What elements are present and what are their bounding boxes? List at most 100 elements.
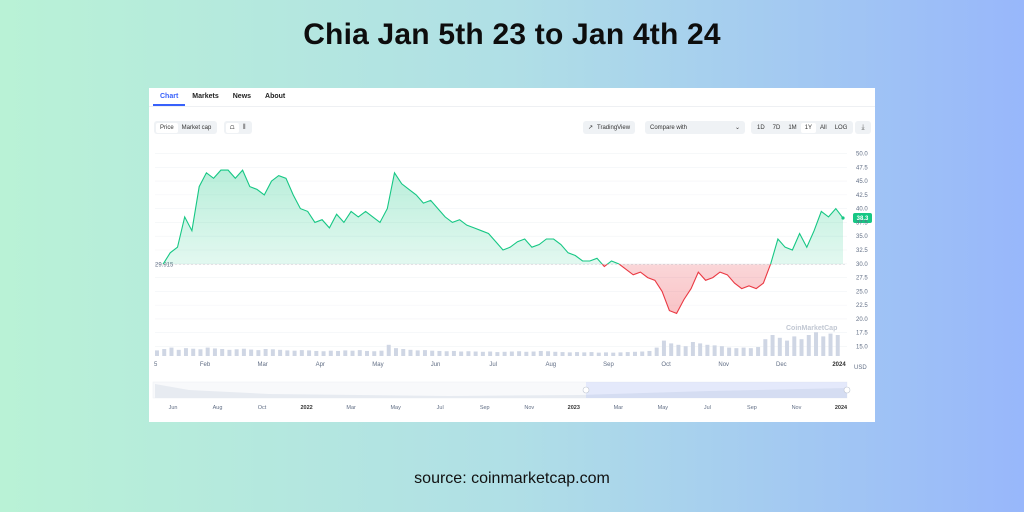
chevron-down-icon: ⌄ <box>734 125 740 131</box>
volume-bar <box>690 342 695 356</box>
x-tick-label: Dec <box>776 362 787 368</box>
volume-bar <box>473 351 478 356</box>
volume-bar <box>422 350 427 356</box>
range-navigator[interactable]: Jun Aug Oct 2022 Mar May Jul Sep Nov 2023 Mar May Ju… <box>152 381 851 411</box>
x-tick-label: Sep <box>603 362 614 368</box>
navigator-tick-label: Mar <box>346 405 356 411</box>
range-all[interactable]: All <box>820 124 827 131</box>
compare-select[interactable]: Compare with ⌄ <box>645 121 745 134</box>
volume-bar <box>821 336 826 356</box>
navigator-selection <box>586 382 847 398</box>
navigator-handle-left <box>582 386 590 394</box>
volume-bar <box>176 349 181 356</box>
volume-bar <box>553 351 558 356</box>
volume-bar <box>611 352 616 356</box>
volume-bar <box>502 351 507 356</box>
volume-bar <box>401 349 406 356</box>
range-1y[interactable]: 1Y <box>800 122 817 133</box>
volume-bar <box>451 350 456 356</box>
volume-bar <box>278 349 283 356</box>
x-tick-label: Aug <box>545 362 556 368</box>
tab-news[interactable]: News <box>232 93 252 100</box>
volume-bar <box>198 349 203 356</box>
tab-divider <box>149 106 875 107</box>
download-icon[interactable]: ⤓ <box>855 121 871 134</box>
volume-bar <box>256 350 261 356</box>
price-button[interactable]: Price <box>156 122 178 133</box>
volume-bar <box>654 347 659 356</box>
page-title: Chia Jan 5th 23 to Jan 4th 24 <box>303 18 721 51</box>
range-7d[interactable]: 7D <box>772 124 781 131</box>
x-tick-label: Nov <box>718 362 729 368</box>
volume-bar <box>531 351 536 356</box>
price-area <box>163 170 843 314</box>
volume-bar <box>669 343 674 356</box>
y-tick-label: 32.5 <box>856 248 868 254</box>
tradingview-button[interactable]: ↗ TradingView <box>583 121 636 134</box>
candlestick-icon[interactable]: ⫴ <box>242 123 246 131</box>
volume-bar <box>683 346 688 356</box>
y-tick-label: 42.5 <box>856 193 868 199</box>
y-tick-label: 22.5 <box>856 303 868 309</box>
volume-bar <box>162 349 167 356</box>
volume-bar <box>365 350 370 356</box>
price-marketcap-toggle: Price Market cap <box>154 121 218 134</box>
volume-bar <box>270 349 275 356</box>
volume-bar <box>249 349 254 356</box>
volume-bar <box>263 349 268 356</box>
y-tick-label: 17.5 <box>856 331 868 337</box>
tab-chart[interactable]: Chart <box>153 88 186 106</box>
navigator-tick-label: Jul <box>437 405 444 411</box>
volume-bar <box>205 347 210 356</box>
volume-bar <box>314 350 319 356</box>
price-line-up <box>162 169 844 265</box>
x-tick-label: Jun <box>431 362 441 368</box>
y-tick-label: 37.5 <box>856 220 868 226</box>
volume-bar <box>307 350 312 356</box>
market-cap-button[interactable]: Market cap <box>181 124 212 131</box>
range-1m[interactable]: 1M <box>788 124 797 131</box>
y-axis-ticks: 15.0 17.5 20.0 22.5 25.0 27.5 30.0 32.5 35.0 37.5… <box>856 152 868 351</box>
navigator-tick-label: Sep <box>747 405 757 411</box>
y-tick-label: 50.0 <box>856 152 868 158</box>
range-selector: 1D 7D 1M 1Y All LOG <box>751 121 854 134</box>
last-price-dot <box>841 216 845 220</box>
y-tick-label: 47.5 <box>856 165 868 171</box>
x-axis-ticks: 5 Feb Mar Apr May Jun Jul Aug Sep Oct Nov Dec 2024 <box>154 362 846 368</box>
volume-bar <box>517 351 522 356</box>
volume-bar <box>756 347 761 356</box>
volume-bar <box>719 346 724 356</box>
volume-bar <box>227 349 232 356</box>
volume-bar <box>183 348 188 356</box>
volume-bar <box>763 339 768 356</box>
volume-bar <box>618 352 623 356</box>
volume-bar <box>336 350 341 356</box>
volume-bar <box>495 352 500 356</box>
price-line: 38.3 <box>162 169 872 315</box>
volume-bar <box>777 337 782 356</box>
x-tick-label: Apr <box>316 362 325 368</box>
y-tick-label: 25.0 <box>856 289 868 295</box>
tab-markets[interactable]: Markets <box>192 93 219 100</box>
tab-about[interactable]: About <box>265 93 286 100</box>
navigator-handle-right <box>843 386 851 394</box>
navigator-tick-label: Jun <box>169 405 178 411</box>
navigator-tick-label: Sep <box>480 405 490 411</box>
volume-bar <box>792 336 797 356</box>
volume-bar <box>835 335 840 356</box>
volume-bar <box>705 344 710 356</box>
volume-bar <box>234 349 239 356</box>
volume-bar <box>155 350 159 356</box>
range-1d[interactable]: 1D <box>757 124 765 131</box>
area-below-baseline <box>163 264 843 314</box>
navigator-tick-label: Nov <box>792 405 802 411</box>
volume-bar <box>220 349 225 356</box>
range-log[interactable]: LOG <box>834 124 848 131</box>
volume-bars <box>155 332 840 356</box>
tradingview-icon: ↗ <box>588 125 594 131</box>
line-chart-icon[interactable]: ⩍ <box>226 122 239 133</box>
navigator-tick-label: May <box>658 405 669 411</box>
volume-bar <box>785 340 790 356</box>
chart-card: Chart Markets News About Price Market ca… <box>149 88 875 422</box>
volume-bar <box>444 351 449 356</box>
